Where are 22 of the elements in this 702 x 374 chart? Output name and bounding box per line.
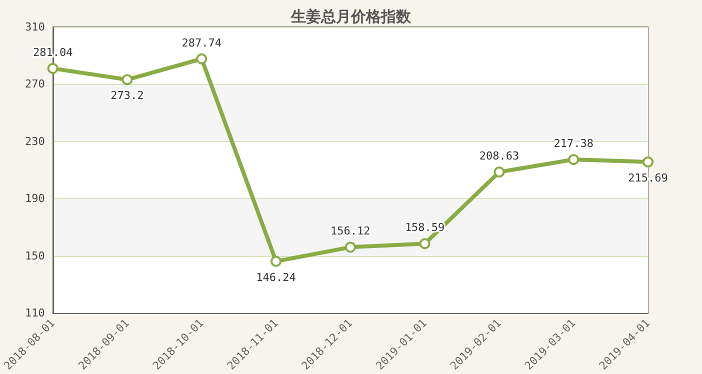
data-label: 273.2 bbox=[110, 89, 144, 102]
y-tick-label: 190 bbox=[24, 192, 45, 206]
point bbox=[196, 53, 208, 64]
data-label: 146.24 bbox=[256, 270, 296, 284]
point bbox=[642, 156, 654, 168]
data-label: 156.12 bbox=[330, 224, 370, 238]
y-tick-label: 270 bbox=[24, 78, 45, 91]
point bbox=[494, 166, 505, 178]
point bbox=[270, 256, 282, 267]
point bbox=[47, 62, 58, 74]
point bbox=[419, 238, 430, 250]
data-label: 208.63 bbox=[479, 150, 520, 163]
point bbox=[568, 154, 580, 166]
point bbox=[344, 242, 356, 253]
y-tick-label: 110 bbox=[24, 306, 45, 320]
point bbox=[122, 74, 133, 86]
y-tick-label: 310 bbox=[24, 20, 45, 34]
data-label: 217.38 bbox=[554, 137, 594, 150]
y-tick-label: 230 bbox=[24, 134, 45, 148]
chart-title: 生姜总月价格指数 bbox=[290, 8, 412, 26]
y-tick-label: 150 bbox=[24, 249, 45, 262]
data-label: 287.74 bbox=[182, 36, 222, 50]
